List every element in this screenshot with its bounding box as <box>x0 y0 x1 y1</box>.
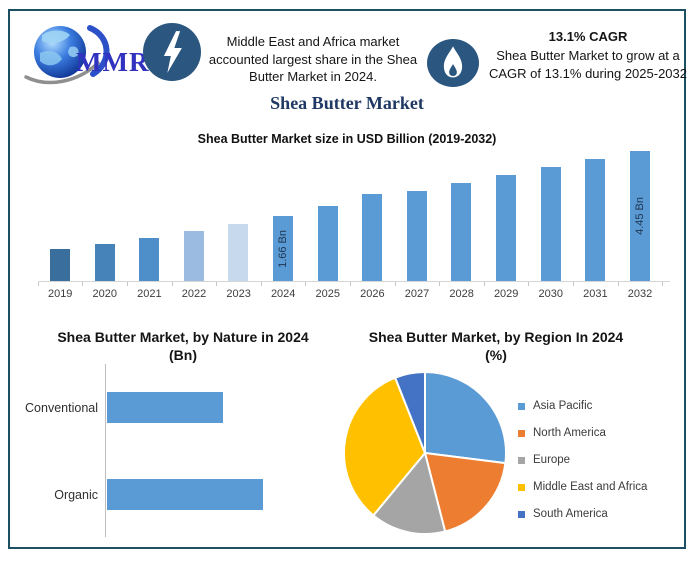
nature-chart: Shea Butter Market, by Nature in 2024 (B… <box>22 318 344 550</box>
legend-label-south-america: South America <box>533 508 608 520</box>
bar-2022 <box>183 231 204 281</box>
axis-tick <box>305 282 307 286</box>
year-label-2027: 2027 <box>404 288 430 300</box>
region-chart-subtitle: (%) <box>485 347 507 363</box>
legend-item-europe: Europe <box>518 454 647 466</box>
year-label-2021: 2021 <box>137 288 162 300</box>
year-label-2022: 2022 <box>181 288 207 300</box>
infographic-frame: MMR Middle East and Africa market accoun… <box>8 9 689 552</box>
axis-tick <box>483 282 485 286</box>
page-title: Shea Butter Market <box>270 93 424 113</box>
bar-value-label: 1.66 Bn <box>277 229 289 268</box>
legend-label-asia-pacific: Asia Pacific <box>533 400 593 412</box>
nature-chart-title: Shea Butter Market, by Nature in 2024 <box>57 329 309 345</box>
nature-bar-conventional <box>107 392 223 423</box>
bar-2024: 1.66 Bn <box>273 216 293 281</box>
axis-tick <box>82 282 84 286</box>
bar-value-label: 4.45 Bn <box>633 197 646 235</box>
legend-swatch-south-america <box>518 510 525 518</box>
region-chart-title: Shea Butter Market, by Region In 2024 <box>368 329 624 345</box>
legend-label-europe: Europe <box>533 454 571 466</box>
legend-label-middle-east-and-africa: Middle East and Africa <box>533 481 648 493</box>
pie-slice-middle-east-and-africa <box>343 376 426 517</box>
bar-2019 <box>50 249 70 281</box>
region-pie <box>343 371 507 536</box>
pie-slice-asia-pacific <box>424 371 507 465</box>
nature-label-conventional: Conventional <box>25 401 98 415</box>
bar-2032: 4.45 Bn <box>629 151 650 281</box>
legend-swatch-asia-pacific <box>518 402 525 410</box>
legend-item-north-america: North America <box>518 427 647 439</box>
region-legend: Asia Pacific North America Europe Middle Ea… <box>518 400 647 520</box>
nature-plot: Conventional Organic <box>25 364 346 537</box>
mmr-logo: MMR <box>20 21 150 87</box>
flame-icon <box>427 39 479 87</box>
legend-swatch-middle-east-and-africa <box>518 483 525 491</box>
nature-label-organic: Organic <box>54 488 98 502</box>
bar-2026 <box>362 194 383 281</box>
axis-tick <box>528 282 530 286</box>
axis-tick <box>171 282 173 286</box>
axis-tick <box>394 282 396 286</box>
nature-bar-organic <box>107 479 263 510</box>
bar-2028 <box>451 183 472 281</box>
region-chart: Shea Butter Market, by Region In 2024 (%… <box>340 318 688 552</box>
axis-tick <box>38 282 39 286</box>
year-label-2020: 2020 <box>92 288 118 300</box>
legend-item-asia-pacific: Asia Pacific <box>518 400 647 412</box>
cagr-block: 13.1% CAGR Shea Butter Market to grow at… <box>487 29 689 82</box>
market-size-plot: 2019 2020 2021 2022 2023 1.66 Bn 2024 2025 2026 2… <box>38 151 670 300</box>
axis-tick <box>260 282 262 286</box>
market-size-chart-title: Shea Butter Market size in USD Billion (… <box>197 132 497 146</box>
legend-item-south-america: South America <box>518 508 647 520</box>
year-label-2029: 2029 <box>493 288 519 300</box>
bar-2029 <box>496 175 516 281</box>
legend-swatch-europe <box>518 456 525 464</box>
axis-tick <box>662 282 664 286</box>
lightning-icon <box>143 23 201 81</box>
year-label-2023: 2023 <box>226 288 251 300</box>
bar-2030 <box>540 167 561 281</box>
legend-label-north-america: North America <box>533 427 606 439</box>
year-label-2024: 2024 <box>270 288 296 300</box>
year-label-2025: 2025 <box>315 288 341 300</box>
pie-slice-south-america <box>394 371 426 454</box>
logo-text: MMR <box>76 47 150 77</box>
year-label-2030: 2030 <box>538 288 564 300</box>
bar-2025 <box>317 206 338 281</box>
pie-slice-europe <box>372 452 447 536</box>
year-label-2032: 2032 <box>627 288 653 300</box>
nature-chart-subtitle: (Bn) <box>169 347 197 363</box>
year-label-2031: 2031 <box>583 288 608 300</box>
legend-swatch-north-america <box>518 429 525 437</box>
year-label-2028: 2028 <box>449 288 474 300</box>
highlight-left-text: Middle East and Africa market accounted … <box>208 34 418 84</box>
globe-icon <box>24 25 110 85</box>
axis-tick <box>216 282 218 286</box>
year-label-2026: 2026 <box>360 288 385 300</box>
bar-2031 <box>585 159 606 281</box>
axis-tick <box>126 282 128 286</box>
bar-2021 <box>139 238 160 281</box>
cagr-body: Shea Butter Market to grow at a CAGR of … <box>488 48 687 81</box>
cagr-heading: 13.1% CAGR <box>548 29 628 44</box>
axis-tick <box>439 282 441 286</box>
axis-tick <box>617 282 619 286</box>
axis-tick <box>349 282 351 286</box>
bar-2020 <box>94 244 115 281</box>
bar-2027 <box>406 191 427 281</box>
pie-slice-north-america <box>424 452 507 533</box>
axis-tick <box>572 282 574 286</box>
legend-item-middle-east-and-africa: Middle East and Africa <box>518 481 647 493</box>
year-label-2019: 2019 <box>47 288 73 300</box>
bar-2023 <box>228 224 249 281</box>
